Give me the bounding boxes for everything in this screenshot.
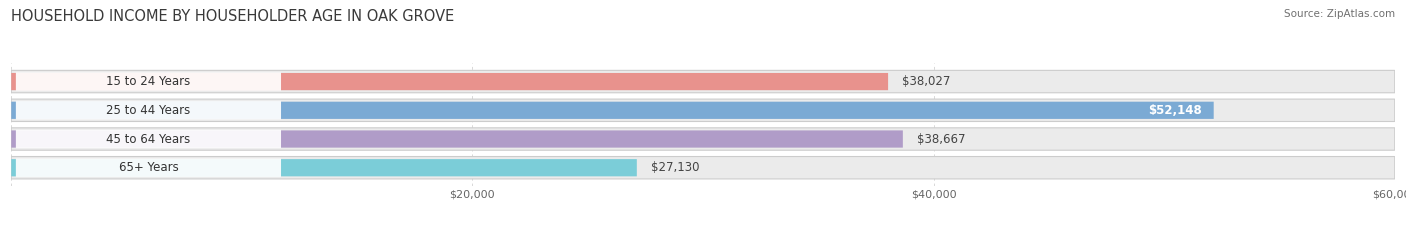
FancyBboxPatch shape bbox=[11, 99, 1395, 121]
FancyBboxPatch shape bbox=[15, 158, 281, 177]
FancyBboxPatch shape bbox=[11, 159, 637, 176]
FancyBboxPatch shape bbox=[11, 73, 889, 90]
FancyBboxPatch shape bbox=[15, 72, 281, 91]
FancyBboxPatch shape bbox=[11, 128, 1395, 150]
FancyBboxPatch shape bbox=[11, 157, 1395, 179]
FancyBboxPatch shape bbox=[15, 130, 281, 148]
FancyBboxPatch shape bbox=[15, 101, 281, 120]
Text: $27,130: $27,130 bbox=[651, 161, 699, 174]
Text: $52,148: $52,148 bbox=[1149, 104, 1202, 117]
Text: Source: ZipAtlas.com: Source: ZipAtlas.com bbox=[1284, 9, 1395, 19]
Text: $38,027: $38,027 bbox=[901, 75, 950, 88]
FancyBboxPatch shape bbox=[11, 102, 1213, 119]
Text: HOUSEHOLD INCOME BY HOUSEHOLDER AGE IN OAK GROVE: HOUSEHOLD INCOME BY HOUSEHOLDER AGE IN O… bbox=[11, 9, 454, 24]
Text: 15 to 24 Years: 15 to 24 Years bbox=[107, 75, 191, 88]
FancyBboxPatch shape bbox=[11, 130, 903, 148]
Text: $38,667: $38,667 bbox=[917, 133, 965, 146]
Text: 25 to 44 Years: 25 to 44 Years bbox=[107, 104, 191, 117]
Text: 65+ Years: 65+ Years bbox=[118, 161, 179, 174]
Text: 45 to 64 Years: 45 to 64 Years bbox=[107, 133, 191, 146]
FancyBboxPatch shape bbox=[11, 70, 1395, 93]
